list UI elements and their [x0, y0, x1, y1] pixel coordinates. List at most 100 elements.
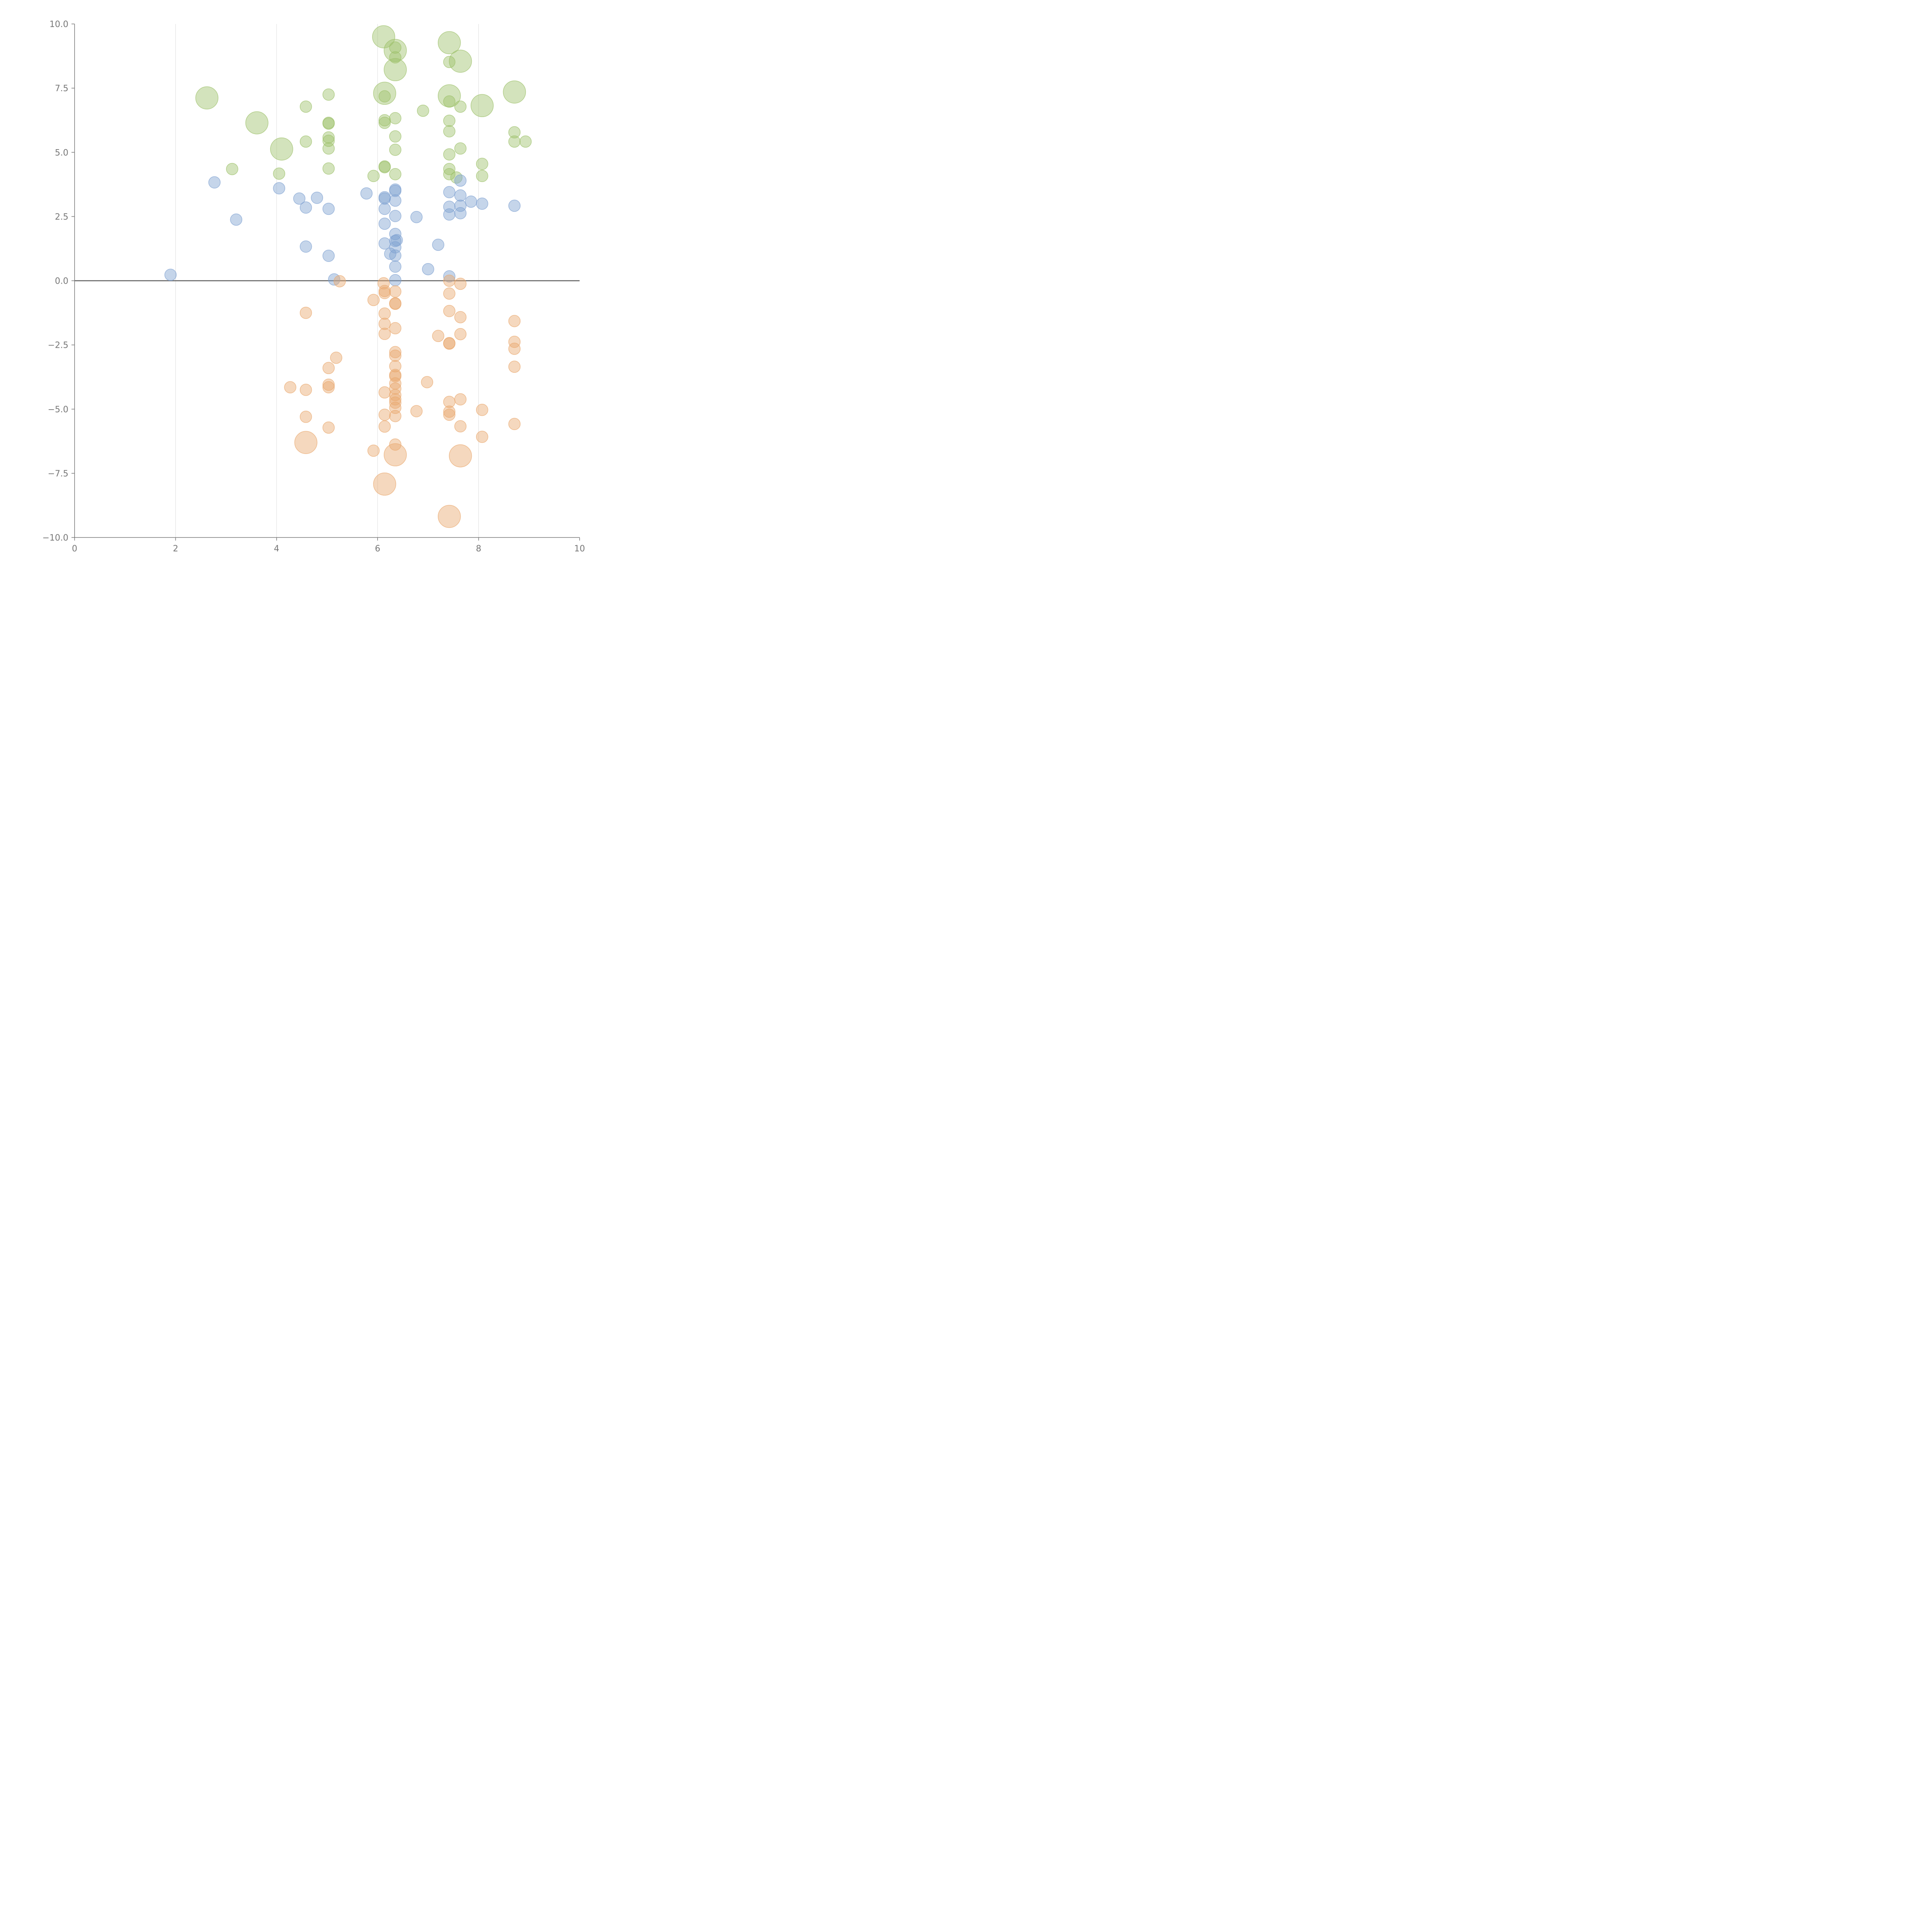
- orange-point-39: [389, 410, 401, 422]
- orange-point-22: [508, 315, 521, 327]
- orange-point-63: [449, 444, 472, 468]
- blue-point-33: [391, 234, 403, 247]
- orange-point-65: [438, 505, 461, 528]
- blue-point-19: [443, 208, 456, 221]
- green-point-19: [245, 111, 269, 134]
- orange-point-4: [389, 285, 401, 298]
- data-points: [164, 25, 532, 528]
- y-tick-label: −5.0: [48, 405, 68, 415]
- orange-point-46: [410, 405, 423, 417]
- x-tick-label: 4: [274, 544, 279, 554]
- green-point-14: [454, 100, 467, 113]
- green-point-1: [438, 31, 461, 54]
- blue-point-27: [299, 240, 312, 253]
- orange-point-41: [299, 384, 312, 396]
- orange-point-59: [294, 431, 318, 454]
- orange-point-9: [443, 287, 456, 300]
- orange-point-11: [299, 306, 312, 319]
- orange-point-24: [508, 342, 521, 355]
- orange-point-49: [443, 408, 456, 421]
- green-point-15: [470, 94, 494, 117]
- orange-point-12: [378, 307, 391, 320]
- x-tick-label: 8: [476, 544, 481, 554]
- orange-point-18: [454, 328, 467, 340]
- green-point-21: [322, 117, 335, 130]
- blue-point-0: [208, 176, 221, 189]
- x-tick-label: 6: [375, 544, 380, 554]
- green-point-43: [378, 161, 391, 173]
- orange-point-51: [476, 403, 488, 416]
- orange-point-14: [378, 328, 391, 340]
- green-point-50: [476, 170, 488, 182]
- green-point-47: [443, 168, 456, 180]
- green-point-3: [389, 41, 401, 54]
- green-point-10: [378, 90, 391, 103]
- series-blue: [164, 174, 521, 286]
- blue-point-23: [454, 207, 467, 219]
- green-point-9: [373, 82, 396, 105]
- blue-point-31: [389, 228, 401, 240]
- blue-point-13: [389, 185, 401, 197]
- green-point-23: [378, 117, 391, 129]
- y-tick-label: 0.0: [55, 277, 68, 286]
- green-point-7: [384, 58, 407, 82]
- orange-point-45: [421, 376, 434, 388]
- orange-point-37: [389, 396, 401, 409]
- green-point-0: [372, 25, 395, 48]
- blue-point-6: [230, 213, 242, 226]
- orange-point-32: [389, 370, 401, 383]
- green-point-24: [389, 112, 401, 124]
- green-point-32: [389, 143, 401, 156]
- orange-point-42: [322, 378, 335, 391]
- orange-point-0: [333, 275, 346, 287]
- orange-point-62: [384, 443, 407, 466]
- orange-point-53: [322, 421, 335, 434]
- blue-point-9: [378, 192, 391, 205]
- y-tick-label: 5.0: [55, 148, 68, 158]
- orange-point-29: [389, 349, 401, 362]
- green-point-16: [503, 80, 526, 104]
- green-point-31: [389, 130, 401, 143]
- orange-point-10: [454, 277, 467, 290]
- orange-point-17: [454, 311, 467, 323]
- orange-point-28: [389, 346, 401, 358]
- orange-point-57: [476, 430, 488, 443]
- green-point-48: [450, 171, 463, 184]
- green-point-41: [367, 170, 380, 182]
- blue-point-1: [273, 182, 286, 195]
- blue-point-2: [293, 192, 306, 205]
- orange-point-55: [378, 420, 391, 433]
- orange-point-23: [508, 335, 521, 348]
- orange-point-54: [378, 408, 391, 421]
- green-point-34: [454, 142, 467, 155]
- green-point-26: [270, 137, 293, 161]
- green-point-49: [476, 158, 488, 170]
- orange-point-52: [299, 410, 312, 423]
- axes: 0 2 4 6 8 10 10.0 7.5 5.0 2.5 0.0 −2.5 −5.0 −7.5 −10.0: [43, 20, 585, 554]
- orange-point-27: [322, 362, 335, 374]
- orange-point-64: [373, 473, 396, 496]
- bubble-scatter-chart: 0 2 4 6 8 10 10.0 7.5 5.0 2.5 0.0 −2.5 −5.0 −7.5 −10.0: [43, 20, 585, 554]
- blue-point-37: [432, 238, 444, 251]
- orange-point-15: [389, 322, 401, 335]
- blue-point-17: [443, 186, 456, 198]
- green-point-11: [322, 88, 335, 101]
- green-point-13: [443, 95, 456, 108]
- blue-point-39: [164, 269, 177, 281]
- orange-point-43: [322, 381, 335, 394]
- blue-point-16: [410, 211, 423, 223]
- y-tick-label: 7.5: [55, 84, 68, 94]
- orange-point-1: [378, 277, 390, 289]
- blue-point-30: [384, 247, 396, 260]
- blue-point-28: [322, 250, 335, 262]
- y-tick-label: −10.0: [43, 533, 68, 543]
- orange-point-25: [508, 361, 521, 373]
- blue-point-20: [454, 174, 467, 187]
- x-tick-label: 10: [574, 544, 585, 554]
- blue-point-26: [508, 199, 521, 212]
- orange-point-56: [454, 420, 467, 433]
- blue-point-21: [454, 189, 467, 202]
- orange-point-26: [330, 352, 342, 364]
- green-point-6: [449, 49, 472, 73]
- green-point-45: [443, 148, 456, 161]
